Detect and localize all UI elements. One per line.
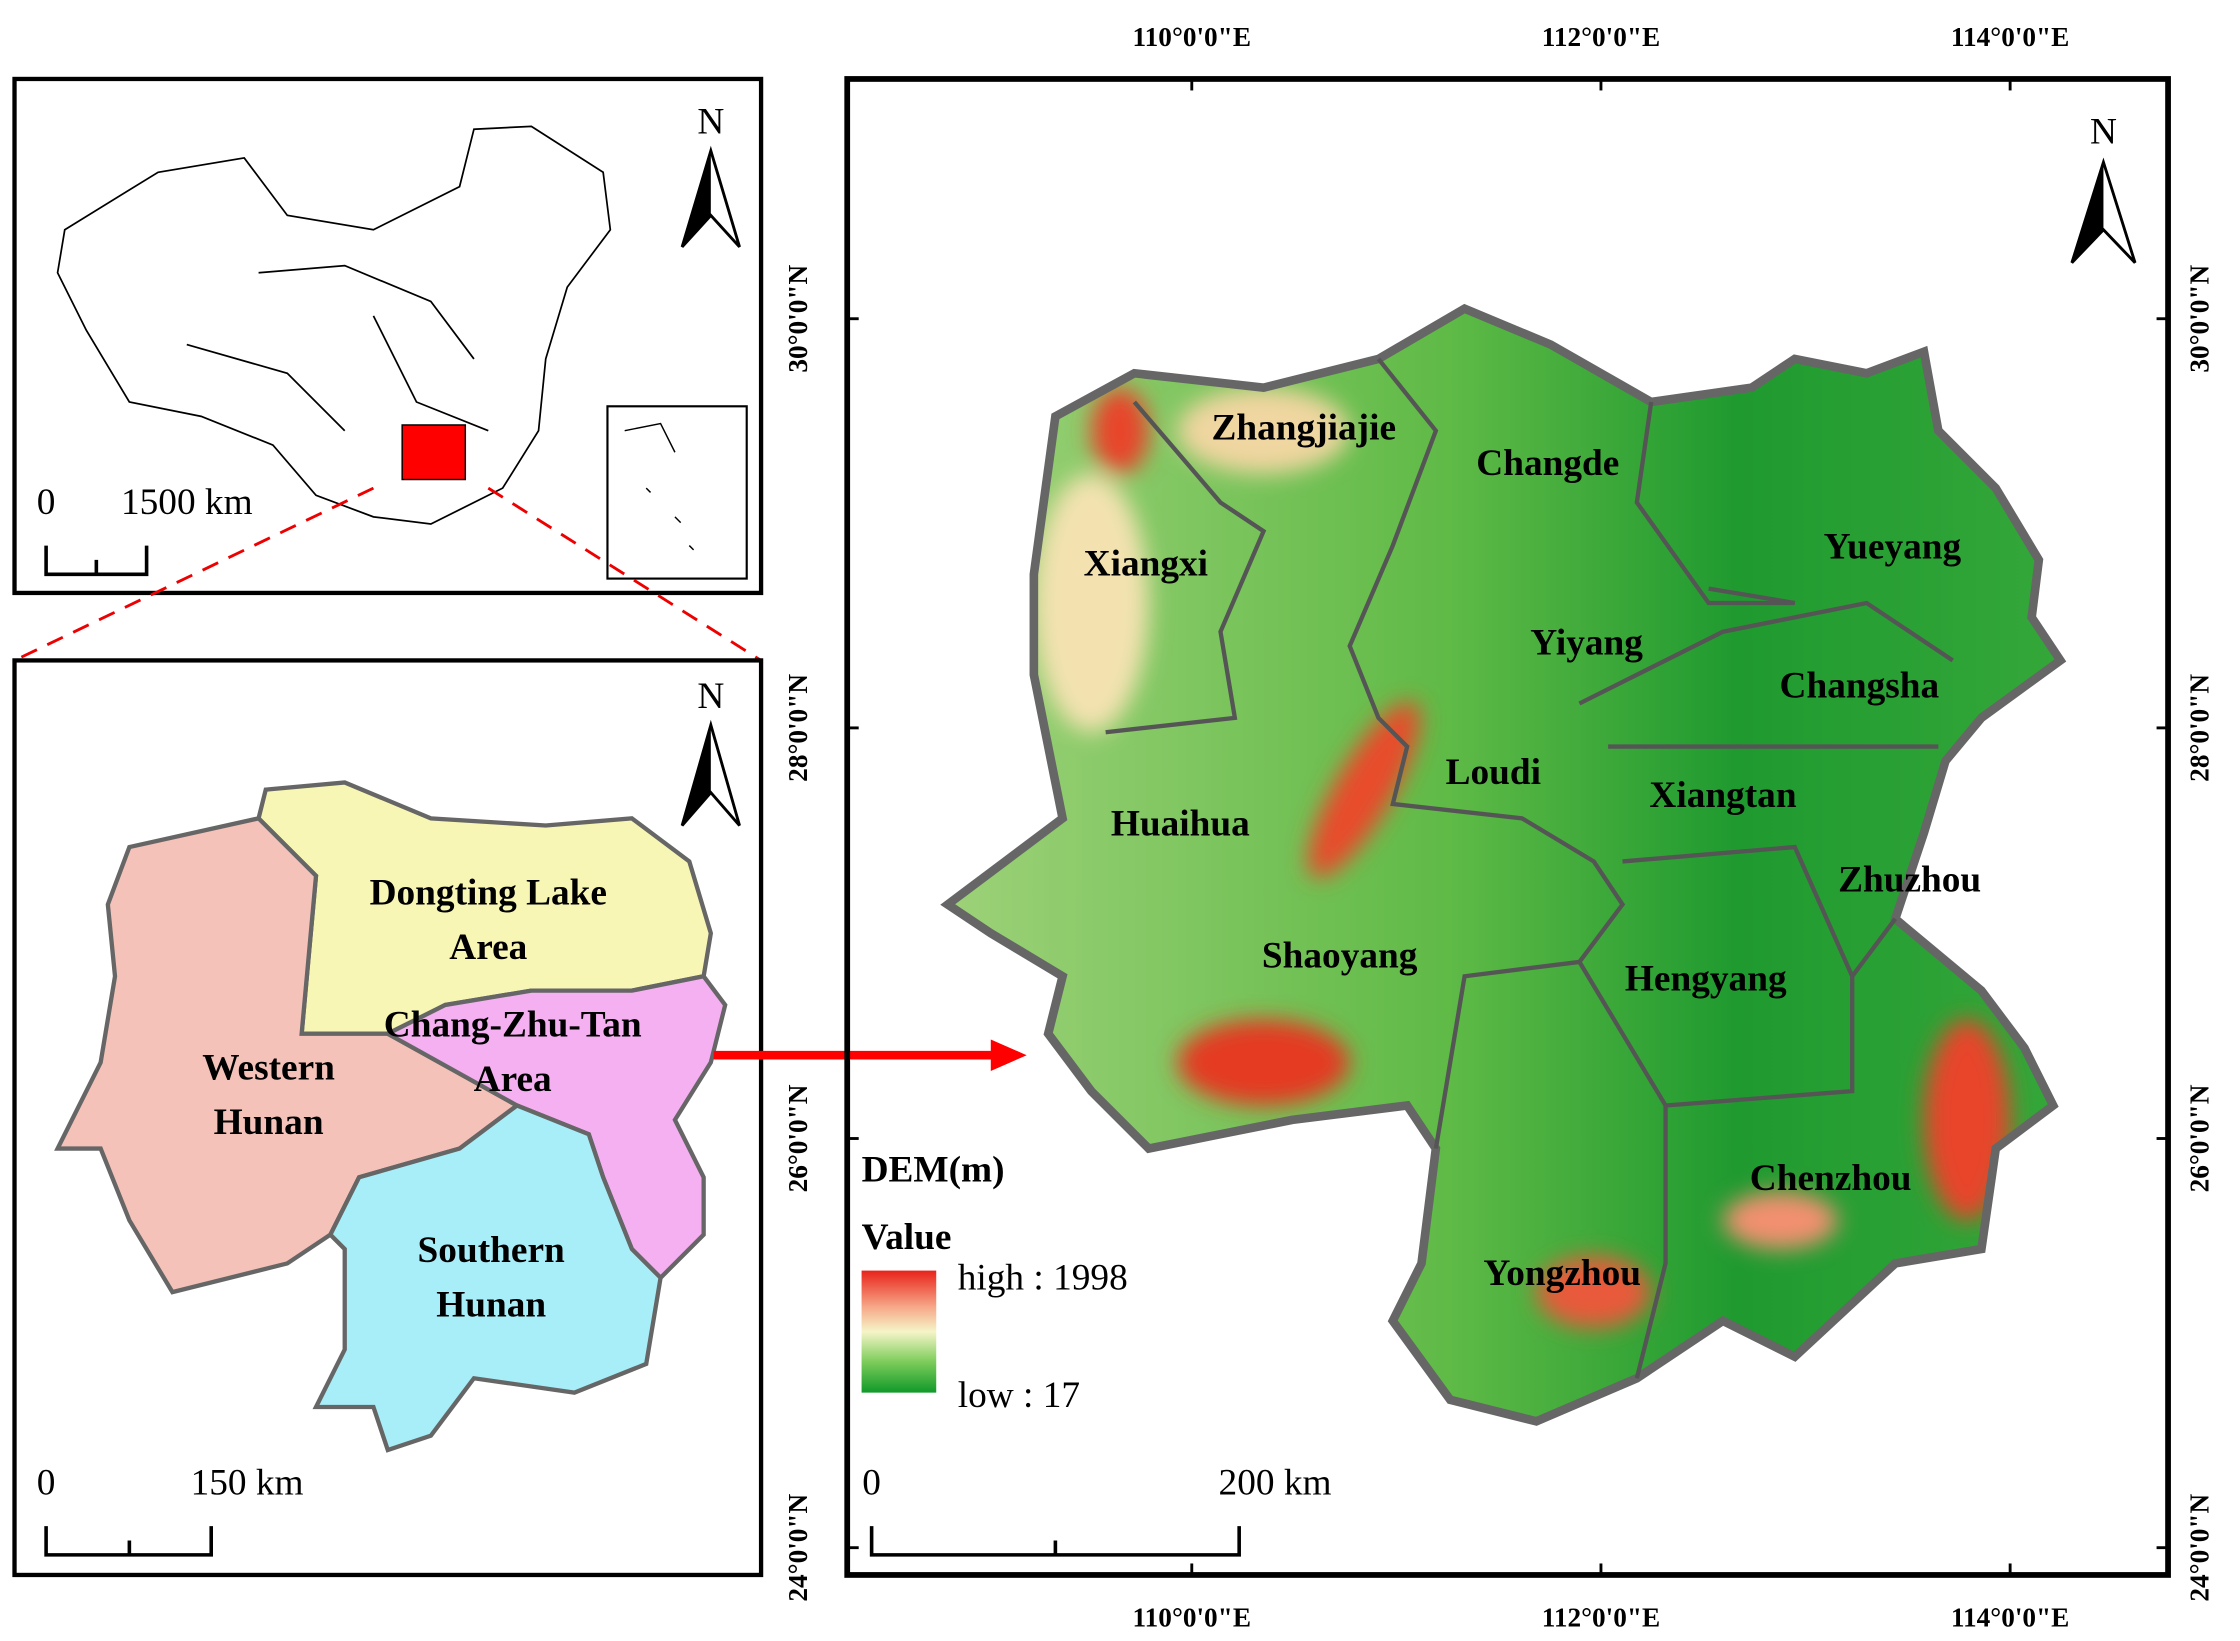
connector bbox=[13, 486, 762, 662]
lon-label: 110°0'0"E bbox=[1133, 1603, 1251, 1633]
lat-label: 24°0'0"N bbox=[2184, 1493, 2214, 1601]
lat-label: 30°0'0"N bbox=[2184, 264, 2214, 372]
north-label: N bbox=[697, 102, 724, 143]
lon-label: 112°0'0"E bbox=[1542, 22, 1660, 52]
china-outline bbox=[56, 125, 612, 525]
city-label: Changde bbox=[1476, 443, 1619, 484]
region-label: Area bbox=[474, 1059, 552, 1100]
city-label: Loudi bbox=[1446, 752, 1541, 793]
legend-ramp bbox=[861, 1270, 937, 1393]
north-arrow bbox=[680, 719, 741, 827]
lon-label: 114°0'0"E bbox=[1951, 1603, 2069, 1633]
city-label: Xiangxi bbox=[1084, 544, 1208, 585]
lat-label: 24°0'0"N bbox=[783, 1493, 813, 1601]
legend-low: low : 17 bbox=[958, 1375, 1080, 1416]
legend-high: high : 1998 bbox=[958, 1257, 1128, 1298]
city-label: Zhangjiajie bbox=[1212, 407, 1397, 448]
city-label: Xiangtan bbox=[1649, 775, 1796, 816]
north-arrow bbox=[680, 145, 741, 248]
legend-title: DEM(m) bbox=[862, 1150, 1005, 1191]
region-label: Hunan bbox=[436, 1285, 546, 1326]
region-label: Southern bbox=[418, 1230, 565, 1271]
city-label: Yueyang bbox=[1824, 526, 1962, 567]
region-label: Dongting Lake bbox=[370, 872, 607, 913]
regions bbox=[54, 780, 728, 1453]
scale-label: 1500 km bbox=[121, 482, 253, 523]
scale-label: 200 km bbox=[1219, 1463, 1332, 1504]
scale-zero: 0 bbox=[862, 1463, 881, 1504]
south-china-sea-box bbox=[606, 405, 748, 580]
scale-label: 150 km bbox=[191, 1463, 304, 1504]
region-label: Hunan bbox=[214, 1102, 324, 1143]
islands bbox=[624, 422, 695, 551]
scale-bar bbox=[44, 1526, 213, 1557]
city-label: Yongzhou bbox=[1483, 1253, 1641, 1294]
inset-frame bbox=[12, 658, 764, 1578]
lat-label: 26°0'0"N bbox=[783, 1084, 813, 1192]
city-label: Chenzhou bbox=[1750, 1158, 1912, 1199]
lat-label: 28°0'0"N bbox=[783, 674, 813, 782]
city-label: Shaoyang bbox=[1262, 936, 1418, 977]
lat-label: 28°0'0"N bbox=[2184, 674, 2214, 782]
city-label: Huaihua bbox=[1111, 804, 1250, 845]
scale-bar bbox=[44, 545, 149, 577]
north-arrow bbox=[2070, 157, 2137, 264]
city-label: Zhuzhou bbox=[1838, 860, 1981, 901]
lon-label: 110°0'0"E bbox=[1133, 22, 1251, 52]
lat-label: 26°0'0"N bbox=[2184, 1084, 2214, 1192]
hunan-highlight bbox=[401, 424, 467, 481]
north-label: N bbox=[697, 676, 724, 717]
lon-label: 112°0'0"E bbox=[1542, 1603, 1660, 1633]
inset-frame bbox=[12, 76, 764, 596]
scale-bar bbox=[869, 1526, 1241, 1557]
main-frame bbox=[844, 76, 2171, 1578]
north-label: N bbox=[2090, 112, 2117, 153]
city-label: Hengyang bbox=[1625, 959, 1787, 1000]
region-label: Area bbox=[449, 927, 527, 968]
lon-label: 114°0'0"E bbox=[1951, 22, 2069, 52]
legend-subtitle: Value bbox=[862, 1217, 952, 1258]
arrow-head bbox=[990, 1039, 1027, 1072]
city-label: Yiyang bbox=[1530, 623, 1643, 664]
region-label: Chang-Zhu-Tan bbox=[384, 1005, 642, 1046]
region-label: Western bbox=[202, 1048, 335, 1089]
lat-label: 30°0'0"N bbox=[783, 264, 813, 372]
scale-zero: 0 bbox=[37, 482, 56, 523]
scale-zero: 0 bbox=[37, 1463, 56, 1504]
city-label: Changsha bbox=[1780, 666, 1940, 707]
city-borders bbox=[1105, 357, 1954, 1379]
